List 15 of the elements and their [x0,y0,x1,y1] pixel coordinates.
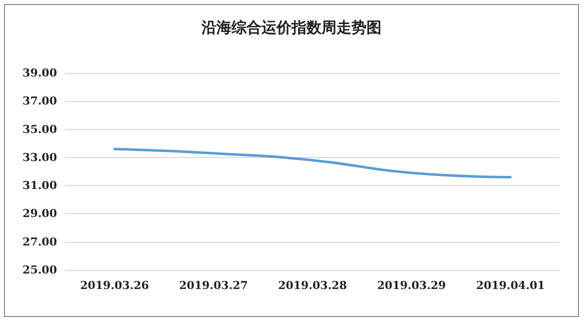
y-tick-label: 39.00 [22,66,58,80]
y-tick-label: 35.00 [22,122,58,136]
y-tick-label: 31.00 [22,179,58,192]
x-tick-label: 2019.03.29 [377,279,446,292]
x-tick-label: 2019.03.28 [278,279,348,292]
x-tick-label: 2019.03.27 [179,279,248,292]
y-tick-label: 25.00 [22,264,58,276]
y-tick-label: 27.00 [22,235,58,248]
x-tick-label: 2019.03.26 [80,279,150,292]
chart-title: 沿海综合运价指数周走势图 [200,18,382,36]
x-tick-label: 2019.04.01 [476,279,545,292]
y-tick-label: 37.00 [22,94,58,108]
y-tick-label: 33.00 [22,150,58,164]
line-series [113,148,512,178]
y-tick-label: 29.00 [22,207,58,220]
